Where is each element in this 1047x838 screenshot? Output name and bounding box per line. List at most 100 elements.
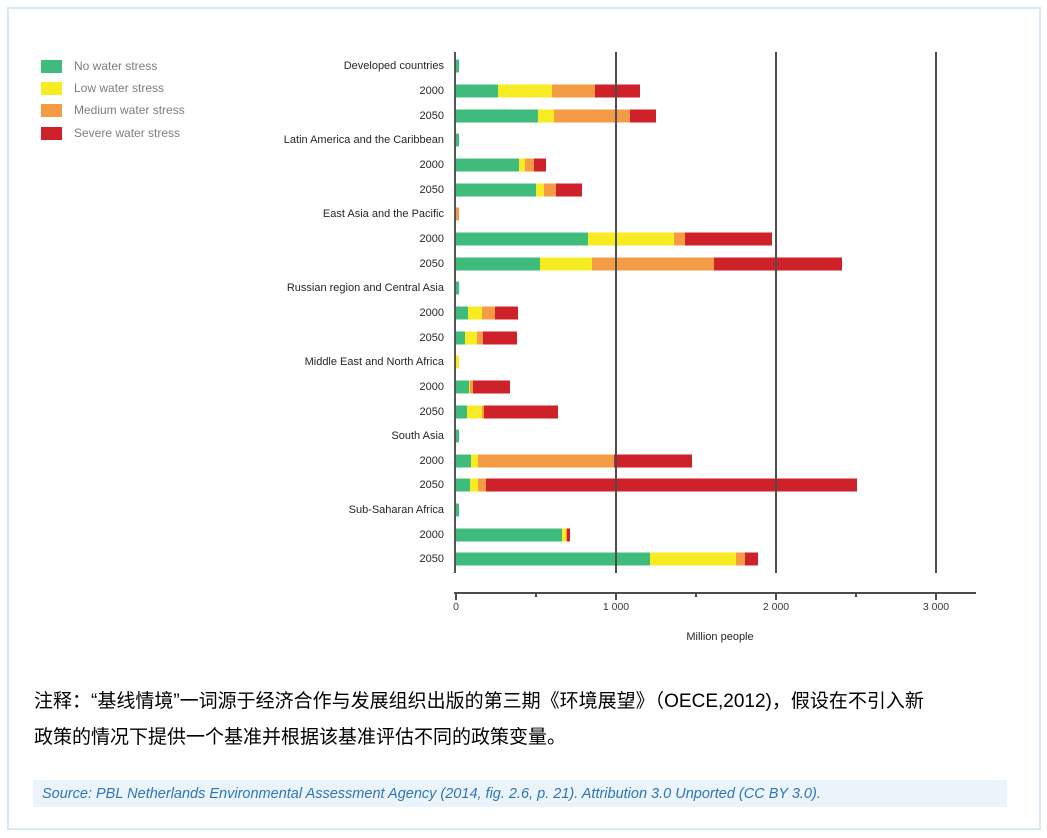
bar-segment xyxy=(613,454,692,468)
legend-swatch-icon xyxy=(41,126,62,140)
bar-segment xyxy=(483,331,517,345)
year-label: 2050 xyxy=(419,479,444,492)
bar-segment xyxy=(476,331,484,345)
year-label: 2000 xyxy=(419,380,444,393)
bar-segment xyxy=(497,84,552,98)
legend-label: Severe water stress xyxy=(74,125,181,140)
bar-segment xyxy=(744,552,758,566)
year-row: 2000 xyxy=(0,227,1047,252)
x-tick-minor xyxy=(695,592,697,597)
region-label: East Asia and the Pacific xyxy=(322,208,444,221)
legend-label: Low water stress xyxy=(74,81,165,96)
bar-segment xyxy=(650,552,736,566)
legend-swatch-icon xyxy=(41,59,62,73)
year-label: 2050 xyxy=(419,257,444,270)
x-tick-label: 1 000 xyxy=(602,601,630,613)
stacked-bar xyxy=(456,232,772,246)
region-marker xyxy=(456,503,459,517)
year-label: 2050 xyxy=(419,109,444,122)
legend-item: Severe water stress xyxy=(41,122,185,144)
year-row: 2000 xyxy=(0,153,1047,178)
source-citation: Source: PBL Netherlands Environmental As… xyxy=(42,785,821,802)
legend-item: No water stress xyxy=(41,55,185,77)
note-line-1: 注释：“基线情境”一词源于经济合作与发展组织出版的第三期《环境展望》（OECE,… xyxy=(34,691,924,712)
bar-segment xyxy=(471,454,478,468)
x-tick-major xyxy=(615,592,617,600)
bar-segment xyxy=(456,306,468,320)
bar-segment xyxy=(464,331,477,345)
region-marker xyxy=(456,133,459,147)
year-row: 2050 xyxy=(0,103,1047,128)
legend-swatch-icon xyxy=(41,104,62,118)
stacked-bar xyxy=(456,552,758,566)
region-row: East Asia and the Pacific xyxy=(0,202,1047,227)
bar-segment xyxy=(481,306,496,320)
bar-segment xyxy=(519,158,525,172)
bar-segment xyxy=(456,232,588,246)
bar-segment xyxy=(456,478,471,492)
chart-legend: No water stress Low water stress Medium wa… xyxy=(41,55,185,145)
bar-segment xyxy=(467,405,483,419)
year-row: 2000 xyxy=(0,375,1047,400)
bar-segment xyxy=(524,158,535,172)
bar-segment xyxy=(456,183,536,197)
year-label: 2000 xyxy=(419,84,444,97)
bar-segment xyxy=(684,232,772,246)
year-row: 2050 xyxy=(0,473,1047,498)
note-text: 注释：“基线情境”一词源于经济合作与发展组织出版的第三期《环境展望》（OECE,… xyxy=(34,684,1014,756)
stacked-bar-chart: Developed countries 2000 2050 Latin America… xyxy=(0,54,1047,572)
bar-segment xyxy=(456,528,563,542)
x-tick-minor xyxy=(855,592,857,597)
bar-segment xyxy=(544,183,556,197)
x-axis-title: Million people xyxy=(686,631,754,643)
stacked-bar xyxy=(456,478,857,492)
year-row: 2050 xyxy=(0,177,1047,202)
bar-segment xyxy=(551,84,596,98)
bar-segment xyxy=(537,109,555,123)
region-label: Russian region and Central Asia xyxy=(286,282,444,295)
bar-segment xyxy=(456,331,465,345)
bar-segment xyxy=(470,380,473,394)
bar-segment xyxy=(456,84,498,98)
bar-segment xyxy=(456,405,468,419)
x-tick-major xyxy=(935,592,937,600)
bar-segment xyxy=(673,232,685,246)
bar-segment xyxy=(534,158,547,172)
year-row: 2050 xyxy=(0,251,1047,276)
legend-swatch-icon xyxy=(41,82,62,96)
bar-segment xyxy=(472,380,510,394)
source-bar: Source: PBL Netherlands Environmental As… xyxy=(33,780,1007,807)
bar-segment xyxy=(477,454,614,468)
legend-label: Medium water stress xyxy=(74,103,185,118)
legend-label: No water stress xyxy=(74,58,158,73)
bar-segment xyxy=(567,528,571,542)
year-label: 2000 xyxy=(419,306,444,319)
stacked-bar xyxy=(456,257,843,271)
region-row: Sub-Saharan Africa xyxy=(0,498,1047,523)
bar-segment xyxy=(495,306,518,320)
x-tick-major xyxy=(455,592,457,600)
x-axis-line xyxy=(454,592,976,594)
region-row: South Asia xyxy=(0,424,1047,449)
x-tick-minor xyxy=(535,592,537,597)
x-tick-major xyxy=(775,592,777,600)
region-marker xyxy=(456,207,459,221)
region-row: Latin America and the Caribbean xyxy=(0,128,1047,153)
note-line-2: 政策的情况下提供一个基准并根据该基准评估不同的政策变量。 xyxy=(34,727,567,748)
region-label: South Asia xyxy=(391,430,444,443)
year-label: 2000 xyxy=(419,528,444,541)
region-label: Latin America and the Caribbean xyxy=(283,134,444,147)
region-marker xyxy=(456,59,459,73)
legend-item: Low water stress xyxy=(41,77,185,99)
bar-segment xyxy=(468,306,482,320)
x-tick-label: 0 xyxy=(453,601,459,613)
bar-segment xyxy=(456,109,538,123)
x-tick-label: 3 000 xyxy=(922,601,950,613)
stacked-bar xyxy=(456,528,571,542)
stacked-bar xyxy=(456,84,640,98)
stacked-bar xyxy=(456,454,692,468)
region-row: Middle East and North Africa xyxy=(0,350,1047,375)
year-row: 2000 xyxy=(0,301,1047,326)
bar-segment xyxy=(456,158,520,172)
bar-segment xyxy=(565,528,568,542)
